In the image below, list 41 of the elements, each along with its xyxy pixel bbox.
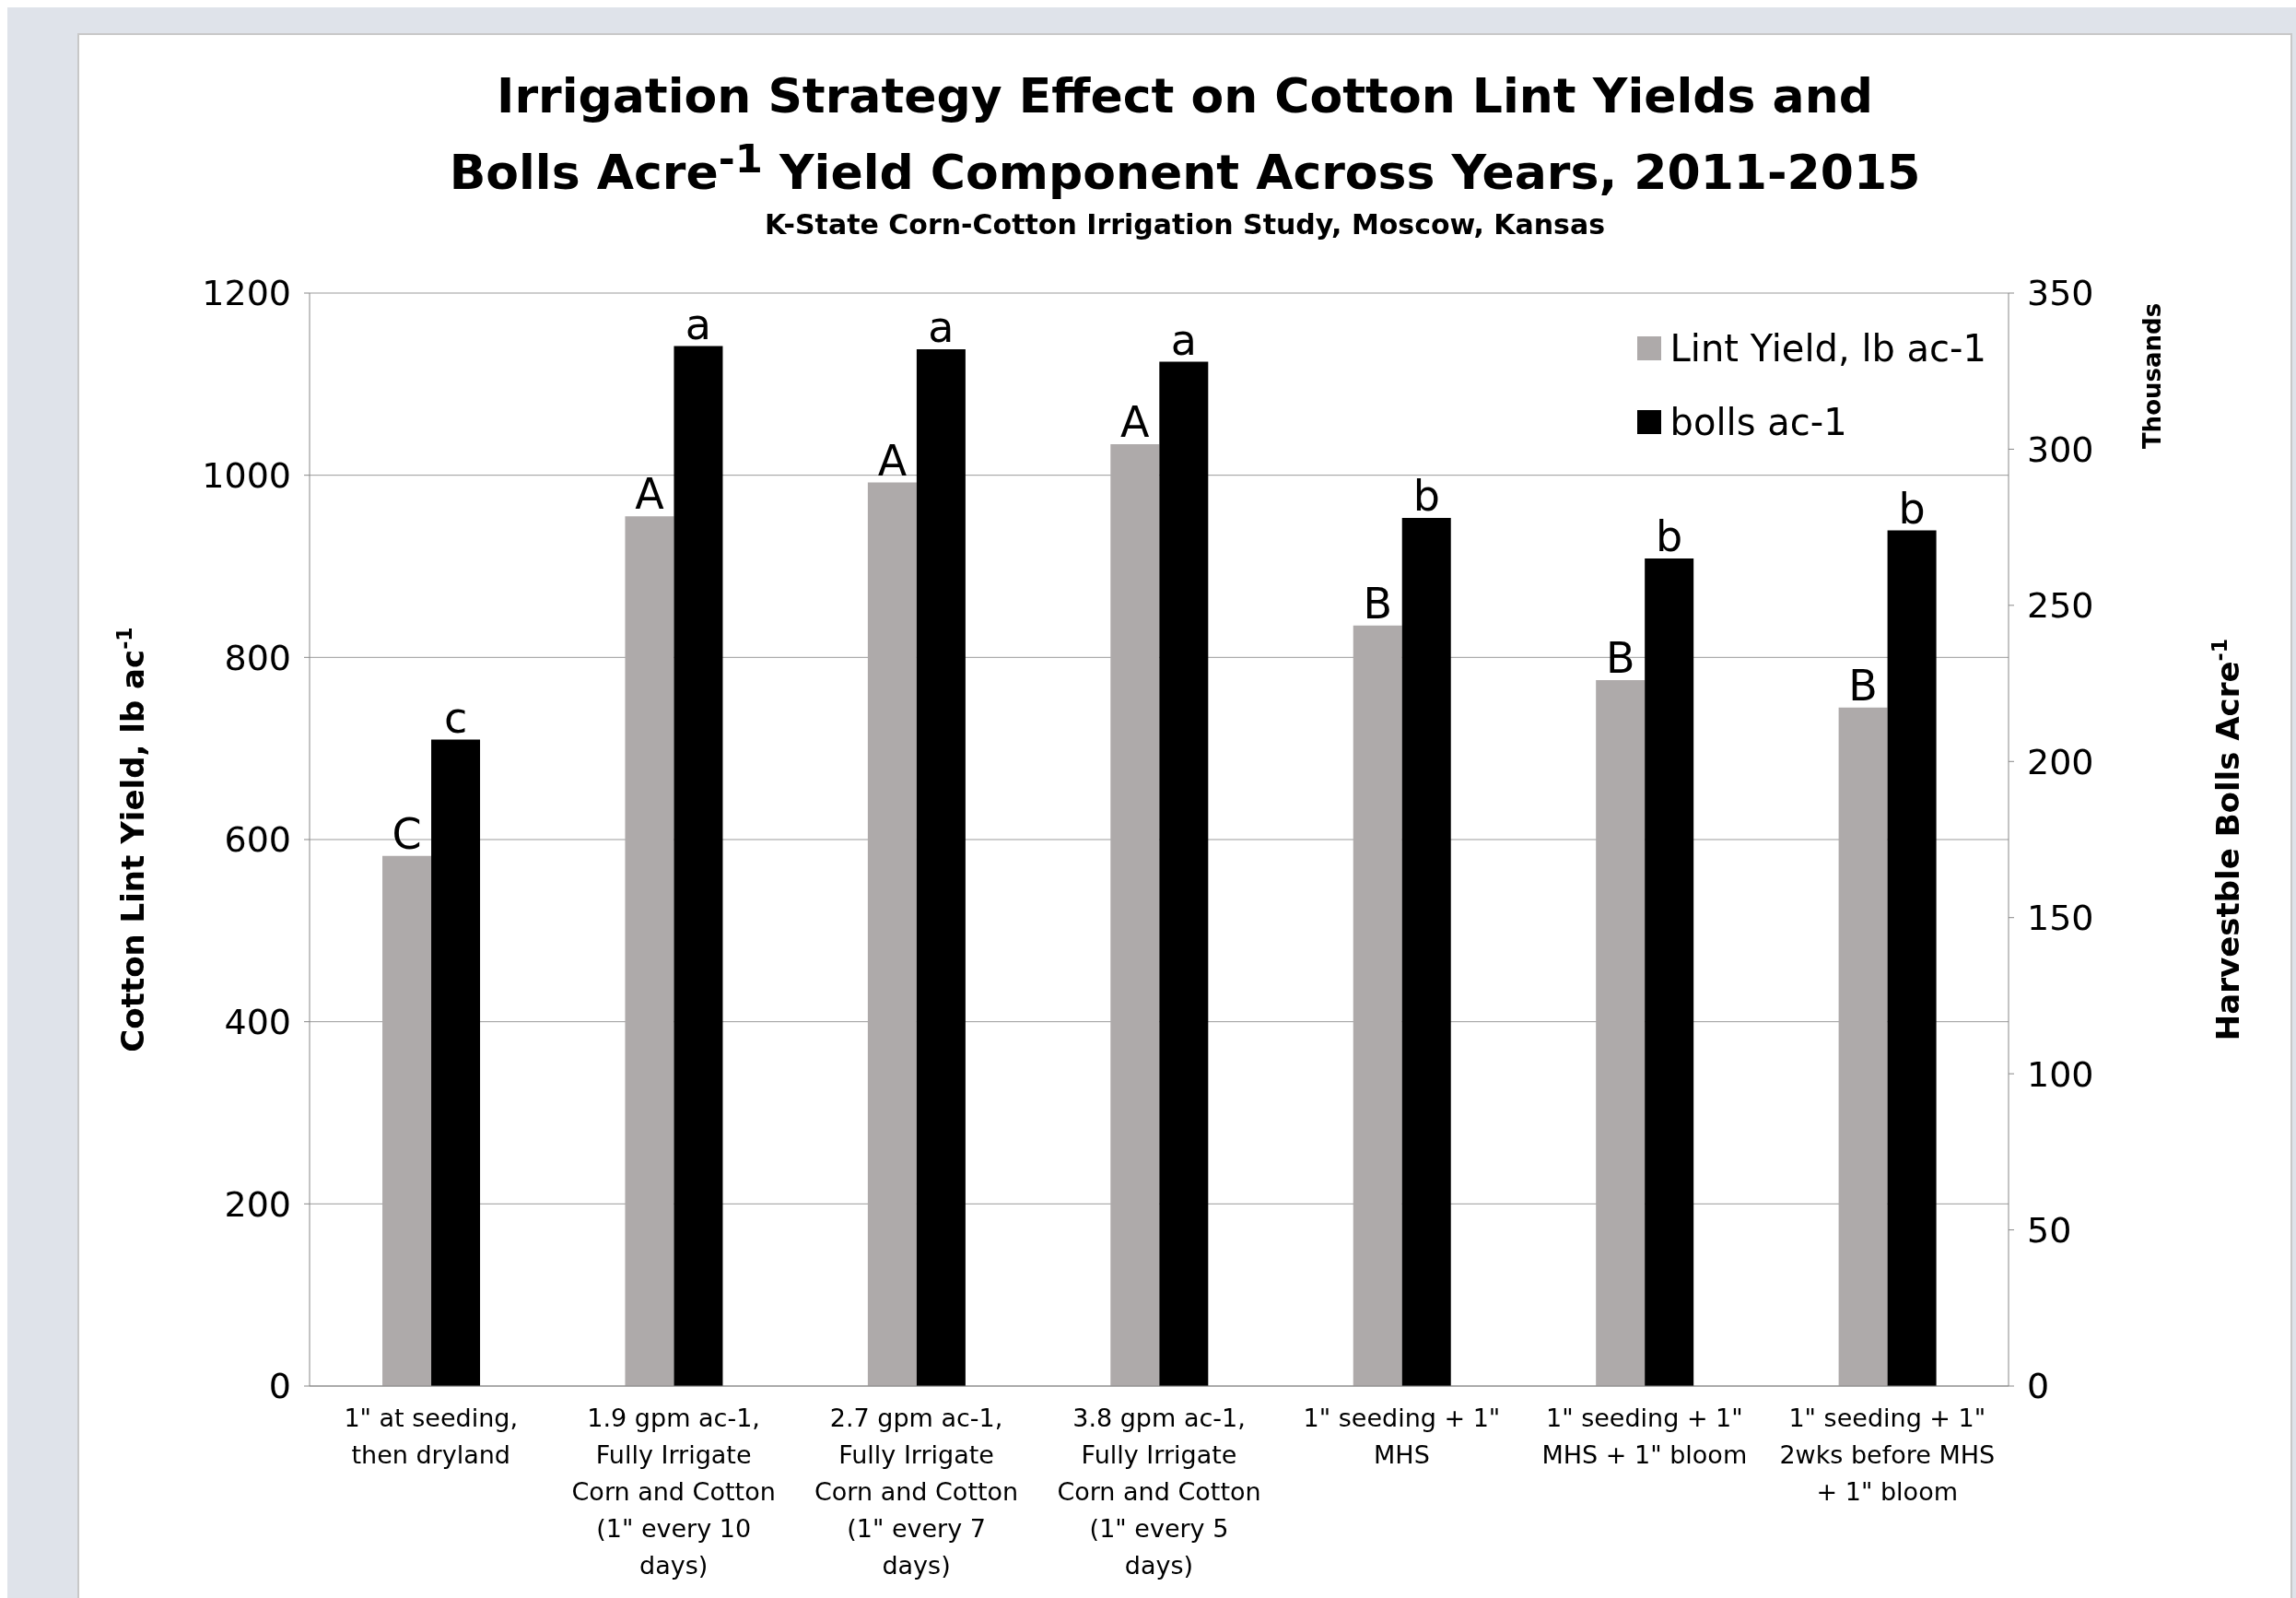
y-tick-label: 1000 — [202, 455, 291, 497]
x-tick-label: 1" at seeding, then dryland — [344, 1404, 519, 1469]
x-tick-label: 1" seeding + 1" MHS + 1" bloom — [1541, 1404, 1748, 1469]
data-label: c — [443, 692, 468, 743]
y2-tick-label: 300 — [2027, 429, 2094, 470]
x-tick-label: 3.8 gpm ac-1, Fully Irrigate Corn and Cotton (1" every 5 days) — [1057, 1404, 1261, 1580]
data-label: A — [635, 469, 665, 520]
data-label: C — [392, 808, 422, 859]
chart-title: Irrigation Strategy Effect on Cotton Lint Yields and Bolls Acre$^{-1}$ Yield Component Across Years, 2011-2015 — [448, 67, 1922, 203]
y2-tick-label: 200 — [2027, 741, 2094, 782]
data-label: B — [1848, 660, 1878, 711]
y2-tick-label: 350 — [2027, 273, 2094, 314]
x-tick-label: 1" seeding + 1" 2wks before MHS + 1" bloom — [1779, 1404, 1996, 1506]
y-tick-label: 1200 — [202, 273, 291, 314]
legend-label: Lint Yield, lb ac-1 — [1669, 326, 1986, 371]
y2-tick-label: 50 — [2027, 1210, 2072, 1251]
data-label: a — [1170, 314, 1197, 365]
data-label: B — [1363, 578, 1393, 629]
x-tick-label: 2.7 gpm ac-1, Fully Irrigate Corn and Cotton (1" every 7 days) — [814, 1404, 1019, 1580]
data-label: A — [1120, 397, 1151, 448]
y-tick-label: 600 — [224, 819, 291, 861]
data-label: B — [1605, 633, 1635, 684]
data-label: A — [877, 435, 908, 486]
y-tick-label: 0 — [268, 1366, 291, 1407]
data-label: b — [1898, 483, 1926, 534]
text: Thousands — [2138, 302, 2166, 450]
y-tick-label: 400 — [224, 1002, 291, 1043]
y2-tick-label: 100 — [2027, 1053, 2094, 1095]
data-label: a — [685, 299, 712, 349]
x-tick-label: 1" seeding + 1" MHS — [1303, 1404, 1501, 1469]
data-label: b — [1656, 511, 1683, 562]
y2-tick-label: 150 — [2027, 898, 2094, 939]
data-label: a — [928, 301, 955, 352]
data-label: b — [1412, 470, 1440, 521]
y-tick-label: 200 — [224, 1183, 291, 1225]
x-tick-label: 1.9 gpm ac-1, Fully Irrigate Corn and Cotton (1" every 10 days) — [571, 1404, 776, 1580]
y2-tick-label: 250 — [2027, 585, 2094, 627]
legend-label: bolls ac-1 — [1669, 400, 1847, 445]
y-tick-label: 800 — [224, 637, 291, 678]
chart-subtitle: K-State Corn-Cotton Irrigation Study, Moscow, Kansas — [763, 208, 1607, 241]
y2-tick-label: 0 — [2027, 1366, 2050, 1407]
